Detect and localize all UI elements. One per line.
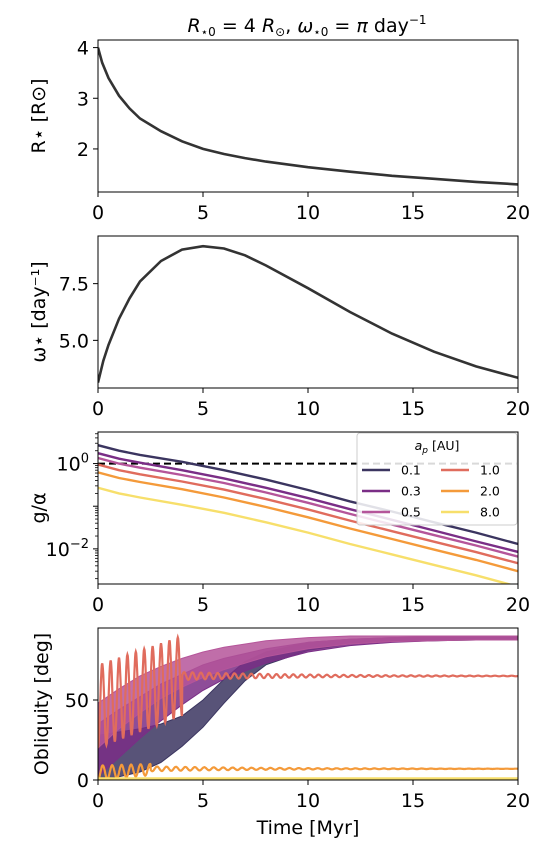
y-tick-label: 0 (77, 770, 89, 792)
y-tick-label: 4 (77, 38, 89, 60)
x-tick-label: 15 (401, 594, 425, 616)
legend-label-2_0: 2.0 (480, 484, 500, 499)
y-tick-label: 2 (77, 139, 89, 161)
axes-frame (97, 235, 519, 389)
x-tick-label: 10 (296, 790, 320, 812)
series-2_0-line (98, 762, 518, 780)
panel-3: 0 5 10 15 20 100 10−2 g/α ap [AU] 0.1 0.3 0.5 1.0 2.0… (28, 431, 530, 616)
x-tick-label: 10 (296, 594, 320, 616)
y-tick-label: 100 (57, 452, 89, 476)
series-1-line (98, 47, 518, 186)
series-1-line (98, 244, 518, 383)
series-0_5-line (98, 456, 518, 558)
panel-1: 0 5 10 15 20 2 3 4 R⋆ [R⊙] (28, 38, 530, 224)
series-1_0-line (98, 633, 518, 749)
x-tick-label: 20 (506, 594, 530, 616)
x-tick-label: 0 (92, 398, 104, 420)
series-8_0-line (98, 486, 513, 584)
x-tick-label: 15 (401, 790, 425, 812)
panel-2: 0 5 10 15 20 5.0 7.5 ω⋆ [day⁻¹] (28, 235, 530, 420)
x-tick-label: 20 (506, 398, 530, 420)
x-tick-label: 10 (296, 202, 320, 224)
legend-label-0_5: 0.5 (401, 505, 421, 520)
legend-title: ap [AU] (415, 438, 460, 456)
series-0_3-line (98, 452, 518, 554)
x-tick-label: 5 (197, 202, 209, 224)
y-axis-label: ω⋆ [day⁻¹] (28, 261, 50, 362)
figure-title: R⋆0 = 4 R⊙, ω⋆0 = π day−1 (187, 13, 426, 39)
x-tick-label: 20 (506, 202, 530, 224)
y-tick-label: 3 (77, 88, 89, 110)
x-tick-label: 20 (506, 790, 530, 812)
x-tick-label: 5 (197, 398, 209, 420)
plot-area (98, 244, 518, 383)
legend-label-0_1: 0.1 (401, 463, 421, 478)
y-tick-label: 50 (65, 690, 89, 712)
y-axis-label: Obliquity [deg] (31, 633, 53, 775)
axes-frame (97, 39, 519, 193)
y-axis-label: g/α (28, 493, 50, 524)
series-2_0-line (98, 471, 518, 573)
y-tick-label: 5.0 (59, 330, 89, 352)
y-tick-label: 10−2 (46, 537, 89, 561)
x-axis-label: Time [Myr] (256, 817, 360, 839)
legend-label-8_0: 8.0 (480, 505, 500, 520)
plot-area (98, 633, 518, 780)
panel-4: 0 5 10 15 20 0 50 Obliquity [deg] Time [Myr] (31, 627, 530, 839)
legend-label-0_3: 0.3 (401, 484, 421, 499)
panels: 0 5 10 15 20 2 3 4 R⋆ [R⊙] 0 5 10 15 20 5.0 7.5 ω⋆ [day⁻… (28, 38, 530, 839)
x-tick-label: 15 (401, 398, 425, 420)
x-tick-label: 5 (197, 790, 209, 812)
legend-box (356, 432, 518, 526)
legend: ap [AU] 0.1 0.3 0.5 1.0 2.0 8.0 (356, 432, 518, 526)
legend-label-1_0: 1.0 (480, 463, 500, 478)
x-tick-label: 0 (92, 790, 104, 812)
x-tick-label: 15 (401, 202, 425, 224)
y-tick-label: 7.5 (59, 274, 89, 296)
x-tick-label: 10 (296, 398, 320, 420)
x-tick-label: 5 (197, 594, 209, 616)
plot-area (98, 47, 518, 186)
y-axis-label: R⋆ [R⊙] (28, 78, 50, 153)
series-1_0-line (98, 463, 518, 565)
x-tick-label: 0 (92, 594, 104, 616)
x-tick-label: 0 (92, 202, 104, 224)
